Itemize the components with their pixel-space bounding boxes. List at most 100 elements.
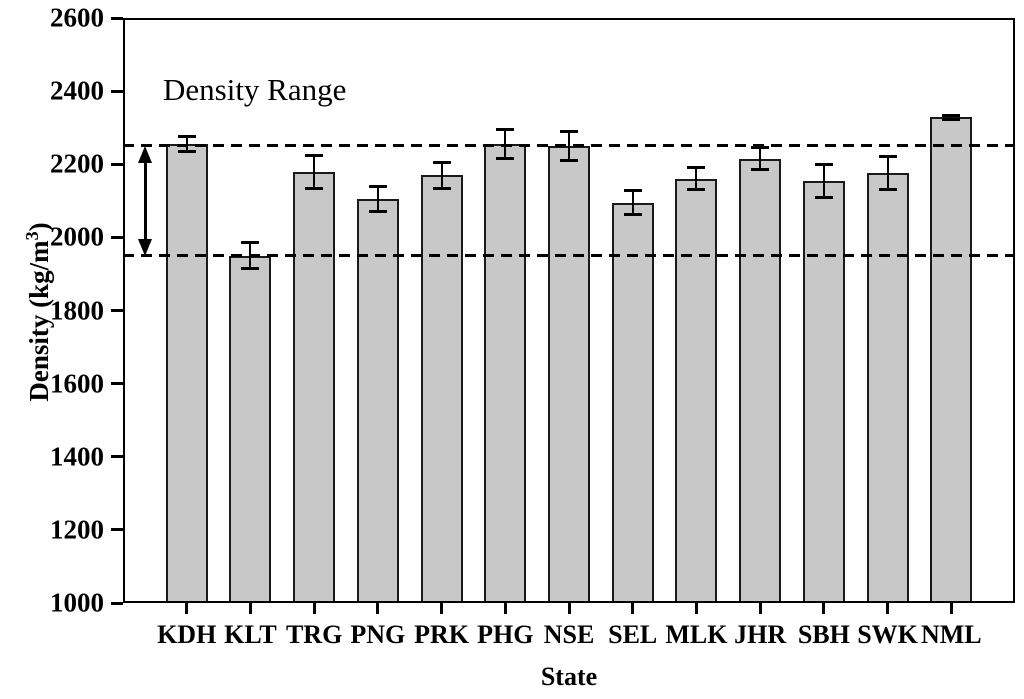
error-cap-lower-SWK (878, 188, 897, 192)
x-tick-label-SWK: SWK (857, 620, 918, 649)
y-tick-1800 (111, 309, 123, 312)
x-tick-KLT (248, 603, 252, 614)
error-cap-upper-SBH (814, 162, 833, 166)
density-range-label: Density Range (163, 72, 347, 107)
error-cap-upper-SEL (623, 189, 642, 193)
bar-KLT (229, 255, 272, 603)
x-tick-label-MLK: MLK (665, 620, 728, 649)
error-bar-SEL (631, 190, 634, 215)
bar-NML (930, 117, 973, 603)
error-bar-SBH (822, 164, 825, 198)
y-tick-label-2200: 2200 (50, 148, 104, 179)
arrow-head-down-icon (138, 238, 152, 256)
x-tick-label-SEL: SEL (608, 620, 658, 649)
bar-SBH (802, 180, 845, 603)
y-tick-label-1200: 1200 (50, 514, 104, 545)
error-cap-lower-KLT (241, 266, 260, 270)
y-tick-label-1600: 1600 (50, 368, 104, 399)
y-tick-label-2000: 2000 (50, 221, 104, 252)
error-bar-SWK (886, 156, 889, 190)
error-bar-TRG (313, 155, 316, 189)
bar-MLK (675, 178, 718, 603)
error-bar-PRK (440, 162, 443, 189)
bar-PRK (420, 175, 463, 603)
y-tick-label-2400: 2400 (50, 75, 104, 106)
bar-SWK (866, 173, 909, 603)
x-tick-NSE (567, 603, 571, 614)
bar-KDH (165, 144, 208, 603)
y-tick-1200 (111, 528, 123, 532)
error-bar-JHR (759, 147, 762, 170)
x-tick-label-PRK: PRK (414, 620, 470, 649)
x-tick-label-KDH: KDH (157, 620, 217, 649)
error-bar-NML (950, 115, 953, 120)
x-tick-label-SBH: SBH (797, 620, 850, 649)
error-cap-upper-NML (942, 114, 961, 118)
error-bar-MLK (695, 167, 698, 190)
bar-NSE (548, 145, 590, 603)
error-cap-upper-MLK (687, 166, 706, 170)
y-tick-2000 (111, 235, 123, 239)
error-cap-upper-NSE (560, 129, 578, 133)
y-tick-label-1800: 1800 (50, 295, 104, 325)
error-cap-lower-PRK (432, 186, 451, 190)
y-tick-1000 (111, 601, 123, 605)
x-tick-label-NML: NML (920, 620, 982, 649)
x-tick-PNG (376, 603, 380, 614)
error-cap-upper-TRG (305, 153, 324, 157)
x-tick-label-JHR: JHR (734, 620, 787, 649)
error-bar-PHG (504, 129, 507, 159)
bar-SEL (611, 202, 654, 603)
error-cap-upper-KDH (177, 135, 196, 139)
y-tick-2200 (111, 162, 123, 166)
bar-TRG (293, 171, 336, 603)
y-tick-1600 (111, 382, 123, 386)
error-cap-lower-NML (942, 117, 961, 121)
density-range-arrow (138, 145, 152, 256)
error-bar-KDH (185, 136, 188, 152)
error-bar-NSE (568, 131, 570, 161)
x-axis-title: State (540, 662, 598, 691)
error-cap-lower-SBH (814, 195, 833, 199)
error-bar-PNG (376, 186, 379, 212)
error-cap-lower-JHR (751, 168, 770, 172)
x-tick-label-TRG: TRG (285, 620, 343, 649)
x-tick-label-PNG: PNG (350, 620, 406, 649)
error-cap-lower-NSE (560, 159, 578, 163)
bar-PHG (484, 144, 527, 603)
x-tick-label-NSE: NSE (543, 620, 595, 649)
x-tick-label-KLT: KLT (224, 620, 277, 649)
x-tick-MLK (694, 603, 698, 614)
error-cap-lower-MLK (687, 188, 706, 192)
x-tick-SWK (886, 603, 890, 614)
error-cap-lower-TRG (305, 186, 324, 190)
error-cap-lower-SEL (623, 212, 642, 216)
bar-JHR (739, 158, 782, 603)
x-tick-PRK (440, 603, 444, 614)
x-tick-KDH (185, 603, 189, 614)
error-cap-upper-PHG (496, 128, 515, 132)
x-tick-NML (949, 603, 953, 614)
x-tick-SEL (631, 603, 635, 614)
error-cap-lower-PHG (496, 157, 515, 161)
x-tick-PHG (503, 603, 507, 614)
error-cap-upper-PNG (368, 184, 387, 188)
x-tick-TRG (312, 603, 316, 614)
error-cap-lower-PNG (368, 210, 387, 214)
y-tick-1400 (111, 455, 123, 459)
x-tick-SBH (822, 603, 826, 614)
y-tick-label-1000: 1000 (50, 587, 104, 618)
error-cap-upper-PRK (432, 160, 451, 164)
y-tick-label-2600: 2600 (50, 2, 104, 33)
error-cap-upper-JHR (751, 146, 770, 150)
x-tick-label-PHG: PHG (477, 620, 534, 649)
y-tick-label-1400: 1400 (50, 441, 104, 472)
x-tick-JHR (758, 603, 762, 614)
error-bar-KLT (249, 242, 252, 269)
error-cap-lower-KDH (177, 149, 196, 153)
error-cap-upper-SWK (878, 155, 897, 159)
y-tick-2400 (111, 89, 123, 93)
bar-PNG (356, 198, 399, 603)
reference-line-lower (123, 254, 1015, 258)
